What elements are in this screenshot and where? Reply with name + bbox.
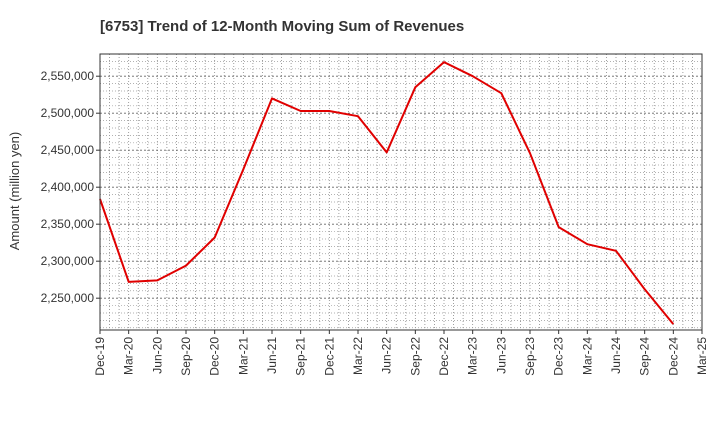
y-tick-labels: 2,250,000 2,300,000 2,350,000 2,400,000 2,45…	[41, 69, 100, 305]
x-tick-label: Mar-24	[580, 337, 594, 375]
x-tick-label: Mar-21	[236, 337, 250, 375]
x-tick-label: Mar-22	[351, 337, 365, 375]
x-tick-label: Dec-21	[322, 337, 336, 376]
x-tick-label: Sep-24	[638, 337, 652, 376]
y-tick-label: 2,350,000	[41, 217, 95, 231]
x-tick-labels: Dec-19 Mar-20 Jun-20 Sep-20 Dec-20 Mar-21 Jun-…	[93, 330, 709, 376]
x-tick-label: Dec-20	[208, 337, 222, 376]
x-tick-label: Jun-24	[609, 337, 623, 374]
series-group	[99, 61, 675, 325]
x-tick-label: Jun-23	[494, 337, 508, 374]
x-tick-label: Jun-21	[265, 337, 279, 374]
x-tick-label: Jun-22	[380, 337, 394, 374]
x-tick-label: Dec-24	[666, 337, 680, 376]
x-tick-label: Sep-22	[408, 337, 422, 376]
plot-area	[99, 53, 703, 331]
series-line	[99, 61, 675, 325]
x-tick-label: Sep-20	[179, 337, 193, 376]
x-tick-label: Jun-20	[150, 337, 164, 374]
x-tick-label: Dec-19	[93, 337, 107, 376]
x-tick-label: Mar-25	[695, 337, 709, 375]
grid	[100, 54, 702, 330]
y-tick-label: 2,300,000	[41, 254, 95, 268]
plot-area	[99, 53, 703, 331]
y-tick-label: 2,400,000	[41, 180, 95, 194]
y-tick-label: 2,250,000	[41, 291, 95, 305]
x-tick-label: Mar-20	[122, 337, 136, 375]
x-tick-label: Sep-23	[523, 337, 537, 376]
y-tick-label: 2,550,000	[41, 69, 95, 83]
y-tick-label: 2,450,000	[41, 143, 95, 157]
y-tick-label: 2,500,000	[41, 106, 95, 120]
x-tick-label: Sep-21	[294, 337, 308, 376]
chart-title: [6753] Trend of 12-Month Moving Sum of R…	[100, 18, 464, 35]
x-tick-label: Dec-23	[552, 337, 566, 376]
x-tick-label: Dec-22	[437, 337, 451, 376]
x-tick-label: Mar-23	[466, 337, 480, 375]
y-axis-label: Amount (million yen)	[7, 132, 22, 251]
